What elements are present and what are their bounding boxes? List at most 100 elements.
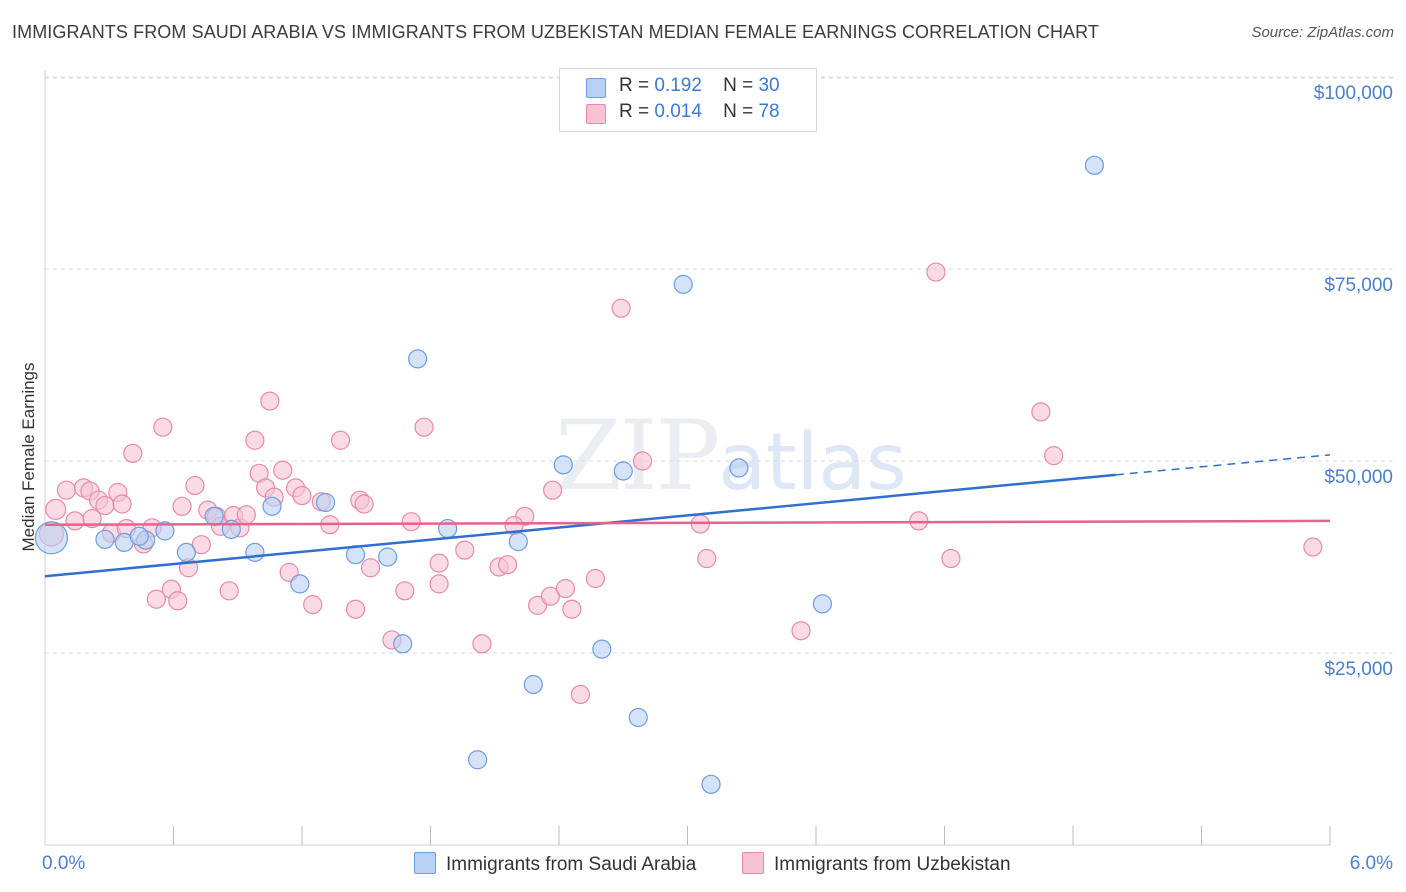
- data-point-uzbekistan: [330, 430, 351, 450]
- legend-n-label: N =: [723, 75, 754, 96]
- data-point-uzbekistan: [260, 391, 280, 411]
- data-point-saudi-arabia: [701, 774, 721, 794]
- data-point-uzbekistan: [540, 586, 561, 606]
- data-point-uzbekistan: [292, 485, 312, 506]
- y-tick-label: $75,000: [1324, 275, 1393, 296]
- legend-n-value: 78: [758, 101, 780, 122]
- data-point-saudi-arabia: [592, 639, 612, 659]
- watermark: ZIPatlas: [555, 400, 907, 512]
- data-point-uzbekistan: [153, 417, 173, 437]
- data-point-saudi-arabia: [553, 455, 573, 475]
- data-point-uzbekistan: [926, 262, 946, 282]
- data-point-uzbekistan: [585, 568, 606, 589]
- chart-title: IMMIGRANTS FROM SAUDI ARABIA VS IMMIGRAN…: [12, 22, 1100, 42]
- data-point-uzbekistan: [498, 555, 518, 575]
- y-tick-label: $50,000: [1324, 467, 1393, 488]
- data-point-uzbekistan: [611, 298, 631, 318]
- data-point-uzbekistan: [941, 548, 961, 569]
- y-tick-label: $100,000: [1314, 83, 1393, 104]
- data-point-uzbekistan: [245, 430, 265, 450]
- data-point-saudi-arabia: [812, 594, 833, 614]
- data-point-uzbekistan: [542, 480, 563, 500]
- data-point-uzbekistan: [65, 511, 85, 531]
- data-point-saudi-arabia: [468, 750, 488, 770]
- legend-r-value: 0.014: [654, 101, 702, 122]
- data-point-uzbekistan: [360, 558, 381, 578]
- data-point-uzbekistan: [191, 535, 211, 555]
- legend-n-label: N =: [723, 101, 754, 122]
- legend-swatch-pink: [586, 104, 606, 124]
- trend-line-saudi-arabia-extension: [1115, 454, 1331, 476]
- data-point-saudi-arabia: [673, 274, 693, 294]
- data-point-uzbekistan: [1031, 402, 1051, 422]
- bottom-legend-swatch-blue: [414, 852, 436, 874]
- bottom-legend-uzbekistan: Immigrants from Uzbekistan: [742, 852, 1011, 876]
- data-point-uzbekistan: [472, 634, 492, 654]
- data-point-uzbekistan: [146, 589, 166, 609]
- saudi-arabia-points: [34, 155, 1105, 794]
- x-tick-label: 0.0%: [42, 853, 85, 874]
- data-point-saudi-arabia: [523, 674, 543, 695]
- data-point-saudi-arabia: [290, 574, 310, 594]
- data-point-saudi-arabia: [95, 529, 115, 549]
- legend-n-value: 30: [758, 75, 780, 96]
- data-point-uzbekistan: [236, 505, 256, 525]
- data-point-uzbekistan: [632, 451, 653, 471]
- data-point-uzbekistan: [273, 460, 293, 480]
- legend-r-value: 0.192: [654, 75, 702, 96]
- bottom-legend-swatch-pink: [742, 852, 764, 874]
- legend-r-label: R =: [619, 101, 650, 122]
- data-point-uzbekistan: [354, 494, 374, 514]
- data-point-uzbekistan: [697, 548, 717, 569]
- data-point-uzbekistan: [82, 508, 102, 529]
- data-point-uzbekistan: [429, 574, 449, 594]
- data-point-saudi-arabia: [129, 526, 149, 546]
- data-point-saudi-arabia: [393, 634, 413, 654]
- gridlines: [45, 76, 1393, 654]
- data-point-saudi-arabia: [628, 707, 648, 728]
- axes: [44, 70, 1331, 846]
- data-point-saudi-arabia: [729, 458, 749, 478]
- bottom-legend-saudi-arabia: Immigrants from Saudi Arabia: [414, 852, 696, 876]
- data-point-uzbekistan: [562, 599, 582, 619]
- data-point-saudi-arabia: [155, 521, 175, 541]
- y-tick-label: $25,000: [1324, 659, 1393, 680]
- source-label: Source: ZipAtlas.com: [1251, 24, 1394, 41]
- data-point-uzbekistan: [570, 684, 591, 705]
- data-point-saudi-arabia: [176, 542, 196, 562]
- trend-line-saudi-arabia: [44, 473, 1116, 578]
- y-axis-title: Median Female Earnings: [19, 363, 38, 552]
- data-point-uzbekistan: [168, 591, 188, 611]
- uzbekistan-points: [38, 262, 1323, 705]
- data-point-saudi-arabia: [508, 532, 528, 552]
- data-point-saudi-arabia: [613, 461, 633, 481]
- legend-text-uzbekistan: R = 0.014 N = 78: [619, 101, 780, 123]
- watermark-atlas: atlas: [718, 418, 907, 508]
- data-point-uzbekistan: [1044, 446, 1064, 466]
- data-point-saudi-arabia: [245, 542, 265, 562]
- data-point-saudi-arabia: [1084, 155, 1105, 175]
- data-point-uzbekistan: [401, 512, 421, 532]
- x-tick-label: 6.0%: [1350, 853, 1393, 874]
- data-point-uzbekistan: [395, 581, 415, 601]
- data-point-uzbekistan: [219, 581, 239, 601]
- data-point-uzbekistan: [555, 578, 576, 599]
- data-point-uzbekistan: [791, 621, 811, 641]
- data-point-uzbekistan: [123, 443, 143, 463]
- data-point-saudi-arabia: [408, 349, 428, 369]
- trend-lines: [44, 454, 1331, 578]
- data-point-uzbekistan: [185, 475, 205, 496]
- bottom-legend-label-uzbekistan: Immigrants from Uzbekistan: [774, 854, 1011, 875]
- trend-line-uzbekistan: [44, 519, 1331, 526]
- data-point-uzbekistan: [429, 553, 449, 573]
- data-point-uzbekistan: [414, 417, 434, 437]
- data-point-uzbekistan: [45, 498, 67, 520]
- legend-text-saudi-arabia: R = 0.192 N = 30: [619, 75, 780, 97]
- data-point-uzbekistan: [112, 494, 132, 514]
- data-point-uzbekistan: [345, 599, 366, 619]
- data-point-saudi-arabia: [204, 506, 224, 526]
- data-point-saudi-arabia: [315, 492, 336, 513]
- bottom-legend-label-saudi-arabia: Immigrants from Saudi Arabia: [446, 854, 697, 875]
- data-point-uzbekistan: [455, 540, 475, 560]
